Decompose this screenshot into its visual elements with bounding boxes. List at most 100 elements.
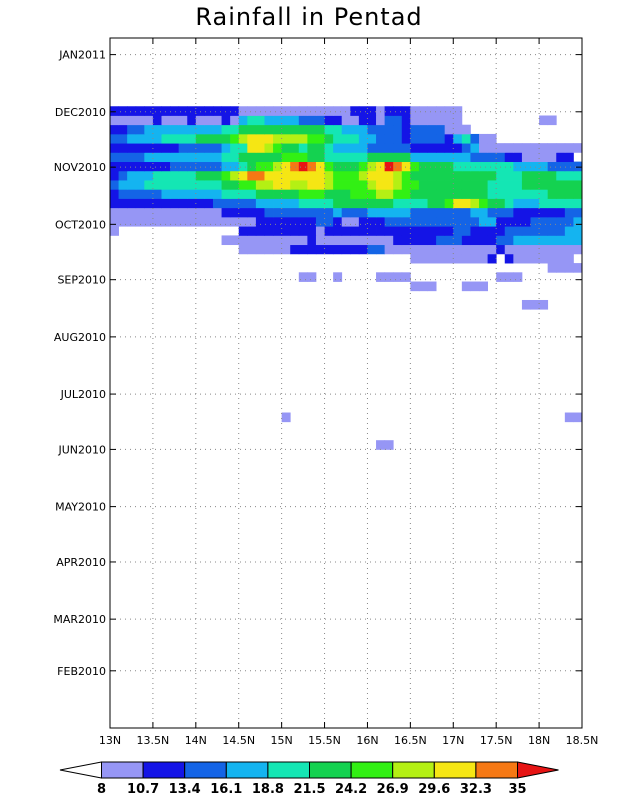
heatmap-cell	[547, 180, 557, 190]
heatmap-cell	[453, 189, 463, 199]
heatmap-cell	[127, 124, 137, 135]
heatmap-cell	[144, 124, 154, 135]
heatmap-cell	[307, 198, 317, 209]
heatmap-cell	[127, 189, 137, 199]
heatmap-cell	[453, 244, 463, 255]
heatmap-cell	[393, 226, 403, 236]
heatmap-cell	[418, 226, 428, 236]
heatmap-cell	[273, 152, 283, 163]
heatmap-cell	[410, 216, 420, 227]
heatmap-cell	[307, 207, 317, 218]
heatmap-cell	[556, 226, 566, 236]
heatmap-cell	[401, 198, 411, 209]
heatmap-cell	[333, 170, 343, 181]
heatmap-cell	[333, 152, 343, 163]
heatmap-cell	[204, 198, 214, 209]
heatmap-cell	[393, 152, 403, 163]
heatmap-cell	[264, 226, 274, 236]
heatmap-cell	[547, 152, 557, 163]
colorbar-segment	[101, 761, 144, 779]
heatmap-cell	[376, 115, 386, 126]
heatmap-cell	[255, 124, 265, 135]
heatmap-cell	[255, 235, 265, 246]
heatmap-cell	[556, 263, 566, 273]
heatmap-cell	[453, 253, 463, 264]
heatmap-cell	[144, 189, 154, 199]
heatmap-cell	[418, 281, 428, 292]
heatmap-cell	[273, 143, 283, 153]
heatmap-cell	[333, 115, 343, 126]
heatmap-cell	[195, 189, 205, 199]
heatmap-cell	[255, 226, 265, 236]
heatmap-cell	[333, 180, 343, 190]
heatmap-cell	[264, 106, 274, 116]
heatmap-cell	[178, 115, 188, 126]
heatmap-cell	[195, 124, 205, 135]
heatmap-cell	[273, 216, 283, 227]
colorbar-label: 29.6	[418, 782, 450, 797]
heatmap-cell	[504, 216, 514, 227]
heatmap-cell	[247, 207, 257, 218]
heatmap-cell	[444, 124, 454, 135]
heatmap-cell	[324, 198, 334, 209]
heatmap-cell	[187, 133, 197, 144]
heatmap-cell	[384, 198, 394, 209]
heatmap-cell	[118, 170, 128, 181]
heatmap-cell	[393, 115, 403, 126]
heatmap-cell	[376, 244, 386, 255]
heatmap-cell	[513, 226, 523, 236]
heatmap-cell	[358, 152, 368, 163]
heatmap-cell	[358, 106, 368, 116]
heatmap-cell	[461, 216, 471, 227]
heatmap-cell	[539, 216, 549, 227]
heatmap-cell	[410, 106, 420, 116]
heatmap-cell	[118, 180, 128, 190]
heatmap-cell	[144, 198, 154, 209]
heatmap-cell	[315, 152, 325, 163]
heatmap-cell	[333, 133, 343, 144]
heatmap-cell	[418, 216, 428, 227]
heatmap-cell	[461, 161, 471, 172]
heatmap-cell	[384, 180, 394, 190]
heatmap-cell	[436, 115, 446, 126]
heatmap-cell	[410, 133, 420, 144]
heatmap-cell	[333, 143, 343, 153]
heatmap-cell	[247, 133, 257, 144]
heatmap-cell	[238, 143, 248, 153]
heatmap-cell	[504, 244, 514, 255]
heatmap-cell	[376, 189, 386, 199]
heatmap-cell	[539, 170, 549, 181]
heatmap-cell	[564, 253, 574, 264]
heatmap-cell	[513, 253, 523, 264]
heatmap-cell	[367, 189, 377, 199]
heatmap-cell	[110, 143, 119, 153]
heatmap-cell	[298, 244, 308, 255]
y-tick-label: MAY2010	[55, 501, 106, 514]
heatmap-cell	[470, 180, 480, 190]
heatmap-cell	[315, 235, 325, 246]
heatmap-cell	[178, 180, 188, 190]
heatmap-cell	[161, 133, 171, 144]
heatmap-cell	[547, 143, 557, 153]
heatmap-cell	[315, 226, 325, 236]
heatmap-cell	[238, 198, 248, 209]
heatmap-cell	[393, 133, 403, 144]
heatmap-cell	[470, 253, 480, 264]
heatmap-cell	[264, 235, 274, 246]
heatmap-cell	[444, 198, 454, 209]
heatmap-cell	[273, 226, 283, 236]
heatmap-cell	[264, 124, 274, 135]
heatmap-cell	[290, 226, 300, 236]
heatmap-cell	[178, 106, 188, 116]
colorbar-segment	[225, 761, 269, 779]
heatmap-cell	[187, 115, 197, 126]
heatmap-cell	[118, 143, 128, 153]
heatmap-cell	[427, 198, 437, 209]
heatmap-cell	[333, 161, 343, 172]
heatmap-cell	[170, 143, 180, 153]
heatmap-cell	[221, 170, 231, 181]
heatmap-cell	[315, 133, 325, 144]
heatmap-cell	[178, 133, 188, 144]
heatmap-cell	[513, 161, 523, 172]
heatmap-cell	[298, 272, 308, 282]
